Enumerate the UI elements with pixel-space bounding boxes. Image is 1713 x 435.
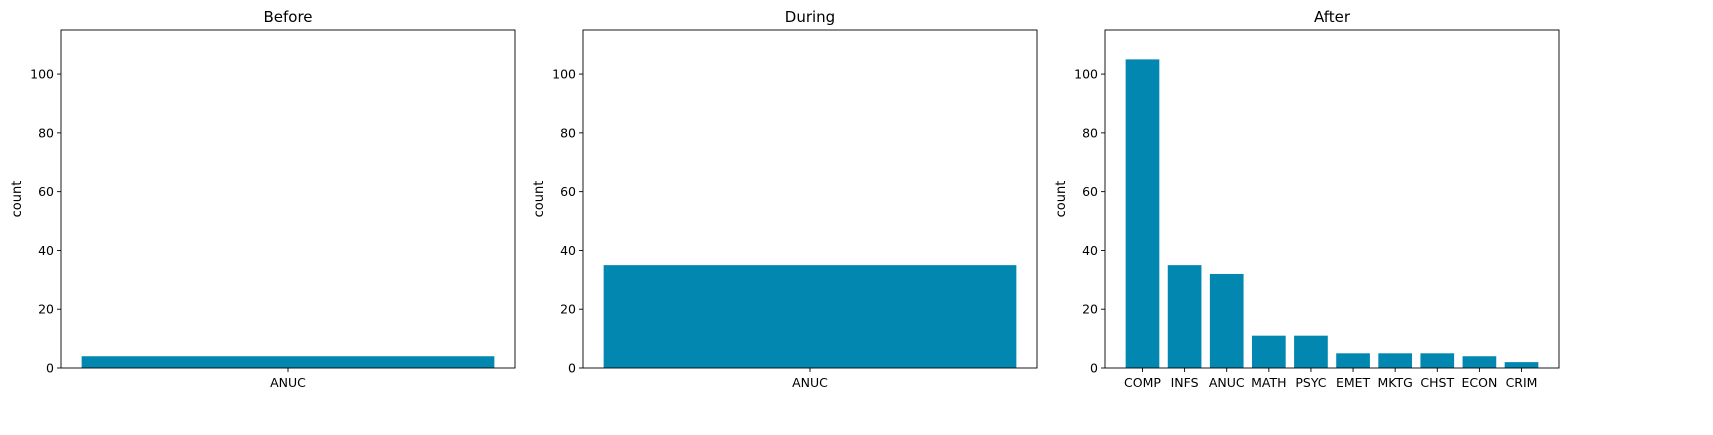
- x-tick-label: PSYC: [1295, 375, 1326, 390]
- x-tick-label: CRIM: [1506, 375, 1538, 390]
- y-tick-label: 100: [1074, 67, 1098, 82]
- chart-before: 0 20 40 60 80 100 ANUC Before count: [10, 8, 516, 390]
- bar-math: [1251, 335, 1286, 368]
- chart-title: Before: [263, 8, 312, 26]
- bar-emet: [1336, 353, 1370, 368]
- bar-econ: [1462, 356, 1497, 368]
- x-tick-label: COMP: [1124, 375, 1161, 390]
- axes-frame: [1104, 29, 1560, 369]
- bar-anuc: [81, 356, 495, 368]
- y-tick-label: 80: [560, 125, 576, 140]
- axes-frame: [60, 29, 516, 369]
- bar-anuc: [603, 265, 1017, 368]
- bar-anuc: [1209, 273, 1244, 368]
- y-axis-label: count: [532, 181, 547, 218]
- y-tick-label: 60: [38, 184, 54, 199]
- bar-mktg: [1378, 353, 1413, 368]
- y-tick-label: 20: [1082, 302, 1098, 317]
- bar-crim: [1504, 362, 1539, 368]
- chart-during: 0 20 40 60 80 100 ANUC During count: [532, 8, 1038, 390]
- y-tick-label: 80: [1082, 125, 1098, 140]
- chart-title: After: [1314, 8, 1351, 26]
- y-tick-label: 60: [560, 184, 576, 199]
- y-tick-label: 40: [1082, 243, 1098, 258]
- x-tick-label: ANUC: [270, 375, 306, 390]
- y-axis-label: count: [1054, 181, 1069, 218]
- y-axis-label: count: [10, 181, 25, 218]
- y-tick-label: 100: [30, 67, 54, 82]
- x-tick-label: MKTG: [1378, 375, 1413, 390]
- bar-chst: [1420, 353, 1455, 368]
- x-tick-label: MATH: [1251, 375, 1286, 390]
- x-tick-label: ECON: [1461, 375, 1497, 390]
- chart-after: 0 20 40 60 80 100 COMP INFS ANUC MATH PSYC EMET MKTG…: [1054, 8, 1560, 390]
- y-tick-label: 20: [38, 302, 54, 317]
- x-tick-label: CHST: [1420, 375, 1454, 390]
- x-tick-label: EMET: [1336, 375, 1371, 390]
- y-tick-label: 100: [552, 67, 576, 82]
- y-tick-label: 0: [46, 361, 54, 376]
- x-tick-label: ANUC: [792, 375, 828, 390]
- y-tick-label: 20: [560, 302, 576, 317]
- bar-comp: [1125, 59, 1160, 369]
- y-tick-label: 80: [38, 125, 54, 140]
- bar-infs: [1167, 265, 1202, 368]
- y-tick-label: 60: [1082, 184, 1098, 199]
- chart-title: During: [785, 8, 835, 26]
- x-tick-label: ANUC: [1209, 375, 1245, 390]
- bar-psyc: [1294, 335, 1328, 368]
- y-tick-label: 40: [560, 243, 576, 258]
- x-tick-label: INFS: [1171, 375, 1199, 390]
- y-tick-label: 40: [38, 243, 54, 258]
- y-tick-label: 0: [1090, 361, 1098, 376]
- y-tick-label: 0: [568, 361, 576, 376]
